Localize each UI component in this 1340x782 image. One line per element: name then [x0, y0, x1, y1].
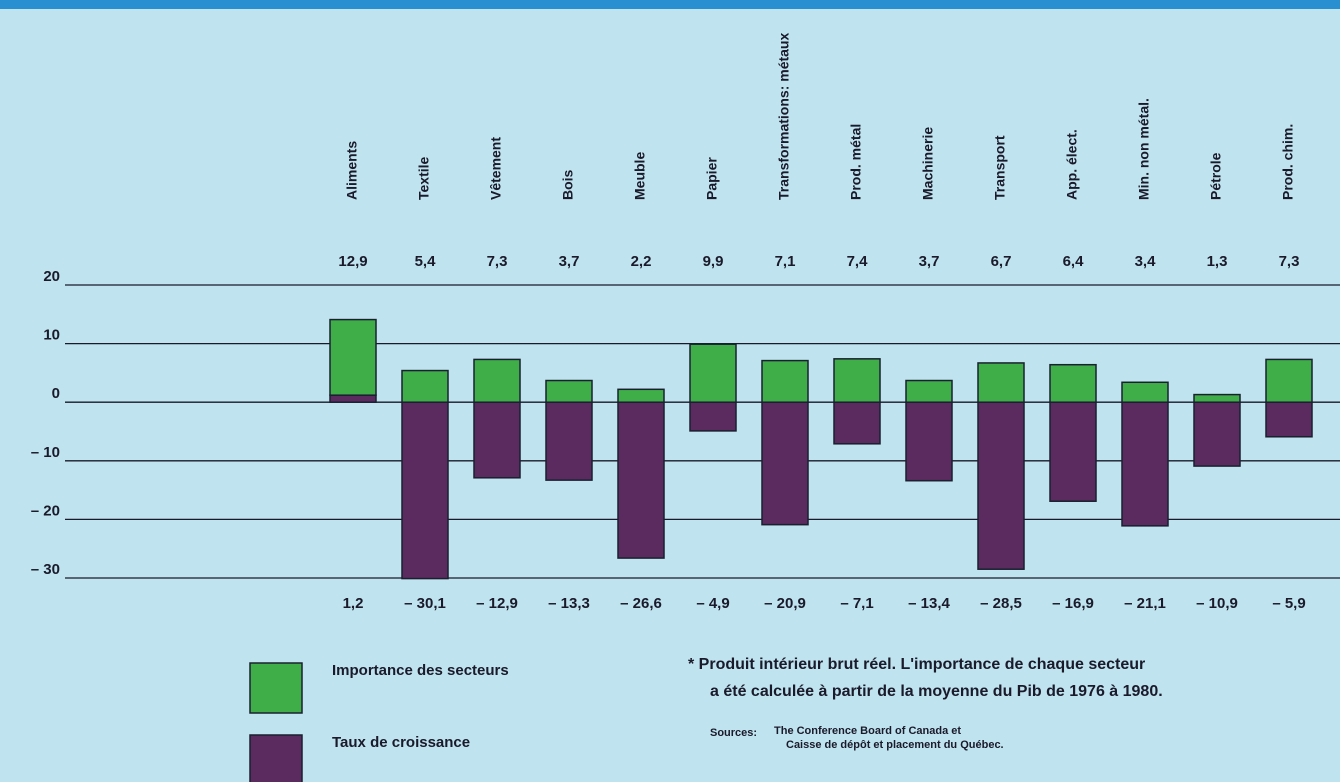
data-label: 6,4: [1063, 253, 1085, 270]
bar: [1049, 401, 1097, 502]
bar: [1193, 393, 1241, 403]
bar: [977, 362, 1025, 403]
bar: [761, 401, 809, 526]
data-label: – 13,4: [908, 595, 950, 612]
data-label: – 4,9: [696, 595, 729, 612]
x-tick-label: App. élect.: [1064, 129, 1080, 200]
data-label: – 20,9: [764, 595, 806, 612]
footnote: * Produit intérieur brut réel. L'importa…: [688, 656, 1145, 673]
x-tick-label: Meuble: [632, 152, 648, 200]
y-tick-label: – 30: [31, 561, 60, 578]
data-label: – 21,1: [1124, 595, 1166, 612]
data-label: – 7,1: [840, 595, 873, 612]
data-label: – 12,9: [476, 595, 518, 612]
bar: [401, 401, 449, 580]
bar: [1265, 401, 1313, 438]
y-tick-label: 0: [52, 385, 60, 402]
legend-swatch: [249, 734, 303, 782]
bar: [617, 388, 665, 403]
bar: [1121, 381, 1169, 403]
data-label: 2,2: [631, 253, 652, 270]
data-label: 3,4: [1135, 253, 1157, 270]
data-label: – 13,3: [548, 595, 590, 612]
legend-swatch: [249, 662, 303, 714]
bar: [473, 358, 521, 403]
legend-label: Taux de croissance: [332, 734, 470, 751]
bar: [1121, 401, 1169, 527]
data-label: – 16,9: [1052, 595, 1094, 612]
x-tick-label: Prod. chim.: [1280, 124, 1296, 200]
y-tick-label: – 10: [31, 444, 60, 461]
top-band: [0, 0, 1340, 9]
data-label: 6,7: [991, 253, 1012, 270]
y-tick-label: 20: [43, 268, 60, 285]
data-label: 5,4: [415, 253, 437, 270]
data-label: 1,3: [1207, 253, 1228, 270]
bar: [689, 343, 737, 403]
bar: [905, 379, 953, 403]
bar: [617, 401, 665, 559]
data-label: 3,7: [919, 253, 940, 270]
bar: [833, 358, 881, 403]
bar: [473, 401, 521, 479]
data-label: – 10,9: [1196, 595, 1238, 612]
data-label: 7,3: [1279, 253, 1300, 270]
data-label: – 26,6: [620, 595, 662, 612]
bar: [329, 318, 377, 396]
data-label: 12,9: [338, 253, 367, 270]
sources: Caisse de dépôt et placement du Québec.: [786, 739, 1004, 751]
bar: [1193, 401, 1241, 467]
x-tick-label: Machinerie: [920, 127, 936, 200]
data-label: 3,7: [559, 253, 580, 270]
x-tick-label: Aliments: [344, 141, 360, 200]
data-label: 7,1: [775, 253, 796, 270]
footnote: a été calculée à partir de la moyenne du…: [710, 683, 1163, 700]
data-label: 1,2: [343, 595, 364, 612]
bar: [545, 379, 593, 403]
sources: The Conference Board of Canada et: [774, 725, 961, 737]
data-label: – 5,9: [1272, 595, 1305, 612]
x-tick-label: Prod. métal: [848, 124, 864, 200]
y-tick-label: 10: [43, 327, 60, 344]
x-tick-label: Vêtement: [488, 137, 504, 200]
data-label: – 30,1: [404, 595, 446, 612]
x-tick-label: Transport: [992, 135, 1008, 200]
data-label: 7,4: [847, 253, 869, 270]
bar: [833, 401, 881, 445]
x-tick-label: Bois: [560, 169, 576, 200]
bar: [1049, 363, 1097, 403]
bar: [545, 401, 593, 481]
bar: [401, 369, 449, 403]
data-label: 7,3: [487, 253, 508, 270]
bar: [329, 394, 377, 403]
x-tick-label: Pétrole: [1208, 152, 1224, 200]
y-tick-label: – 20: [31, 502, 60, 519]
x-tick-label: Papier: [704, 157, 720, 200]
sources-label: Sources:: [710, 727, 757, 739]
bar: [977, 401, 1025, 570]
bar: [761, 359, 809, 403]
bar: [689, 401, 737, 432]
bar: [1265, 358, 1313, 403]
x-tick-label: Transformations: métaux: [776, 33, 792, 200]
data-label: 9,9: [703, 253, 724, 270]
bar: [905, 401, 953, 482]
x-tick-label: Textile: [416, 156, 432, 200]
x-tick-label: Min. non métal.: [1136, 98, 1152, 200]
legend-label: Importance des secteurs: [332, 662, 509, 679]
data-label: – 28,5: [980, 595, 1022, 612]
